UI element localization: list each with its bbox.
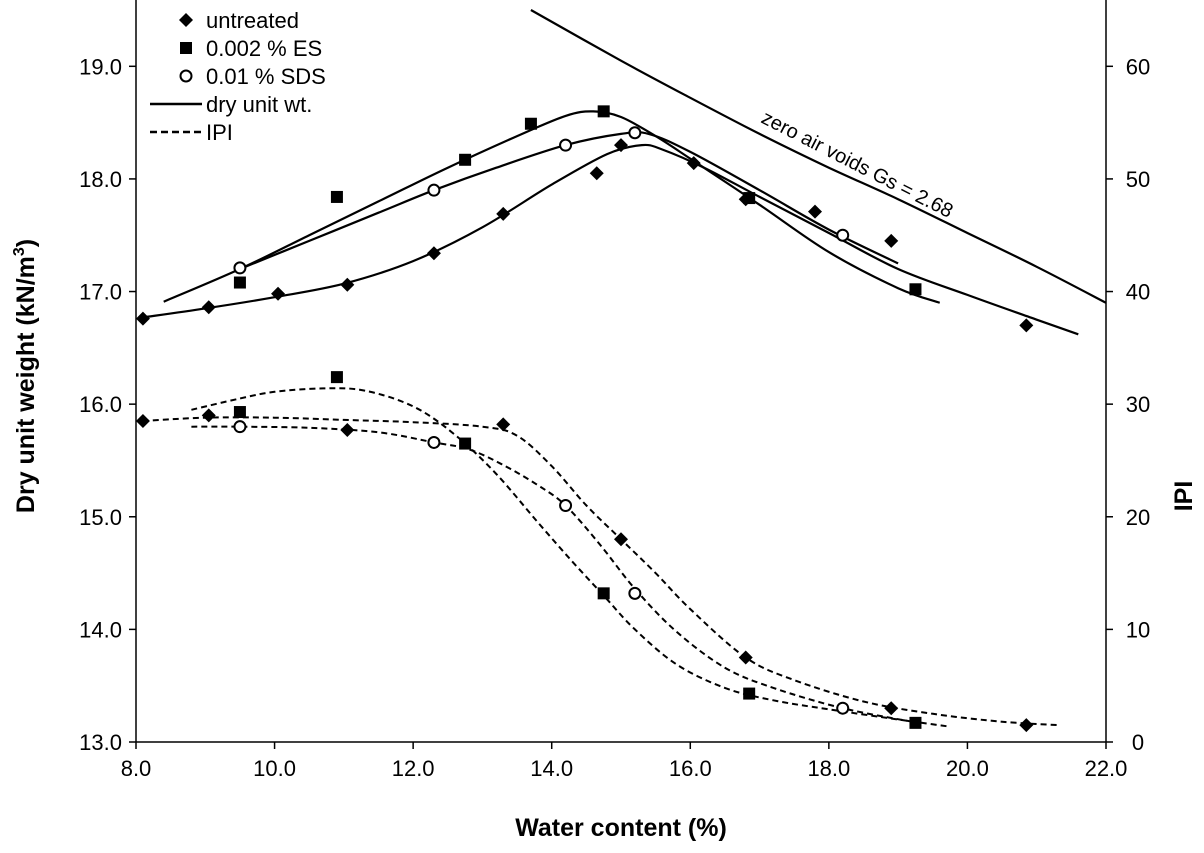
legend-label-es: 0.002 % ES: [206, 36, 322, 61]
data-point-square-ipi: [909, 716, 922, 729]
data-point-diamond-dry-unit-wt: [884, 233, 899, 248]
data-point-diamond-dry-unit-wt: [340, 277, 355, 292]
data-point-diamond-ipi: [1019, 718, 1034, 733]
y2-tick-label: 40: [1126, 280, 1150, 305]
dry-unit-wt-fit-curve-2: [239, 130, 899, 271]
legend: untreated 0.002 % ES 0.01 % SDS dry unit…: [150, 8, 326, 145]
data-point-circle-ipi: [559, 499, 573, 513]
legend-label-sds: 0.01 % SDS: [206, 64, 326, 89]
y-axis-title-close: ): [12, 239, 40, 247]
y2-tick-label: 30: [1126, 392, 1150, 417]
data-point-square-dry-unit-wt: [909, 283, 922, 296]
data-point-diamond-dry-unit-wt: [201, 300, 216, 315]
data-point-circle-ipi: [233, 420, 247, 434]
ipi-fit-curve-5: [191, 387, 947, 728]
data-point-circle-dry-unit-wt: [427, 183, 441, 197]
legend-symbol-circle: [179, 69, 193, 83]
data-point-diamond-dry-unit-wt: [614, 138, 628, 153]
y-tick-label: 19.0: [79, 54, 122, 79]
axes-layer: [135, 0, 1107, 743]
ipi-fit-curve-4: [142, 416, 1058, 727]
data-markers-layer: [135, 105, 1034, 733]
x-tick-label: 10.0: [253, 756, 296, 781]
data-point-diamond-ipi: [340, 423, 355, 438]
data-point-diamond-ipi: [496, 417, 511, 432]
data-point-circle-ipi: [836, 701, 850, 715]
y-tick-label: 15.0: [79, 505, 122, 530]
legend-symbol-square: [180, 42, 192, 54]
legend-symbols: [150, 13, 202, 134]
data-point-diamond-dry-unit-wt: [808, 204, 822, 219]
x-tick-label: 22.0: [1085, 756, 1128, 781]
legend-label-untreated: untreated: [206, 8, 299, 33]
fit-curves-layer: [142, 9, 1106, 728]
legend-label-ipi: IPI: [206, 120, 233, 145]
data-point-diamond-dry-unit-wt: [135, 311, 150, 326]
data-point-diamond-ipi: [135, 414, 150, 429]
y-axis-title-main: Dry unit weight (kN/m: [12, 256, 40, 513]
data-point-diamond-dry-unit-wt: [1019, 318, 1034, 333]
data-point-circle-ipi: [628, 586, 642, 600]
data-point-square-dry-unit-wt: [233, 276, 246, 289]
data-point-diamond-dry-unit-wt: [271, 286, 286, 301]
data-point-diamond-dry-unit-wt: [686, 156, 701, 171]
data-point-square-ipi: [459, 437, 472, 450]
data-point-square-dry-unit-wt: [459, 153, 472, 166]
data-point-square-ipi: [597, 587, 610, 600]
data-point-circle-ipi: [427, 435, 441, 449]
data-point-square-dry-unit-wt: [597, 105, 610, 118]
data-point-circle-dry-unit-wt: [628, 126, 642, 140]
dry-unit-wt-fit-curve-0: [142, 143, 1079, 336]
dry-unit-wt-fit-curve-1: [163, 110, 941, 304]
tick-labels-layer: 8.0 10.0 12.0 14.0 16.0 18.0 20.0 22.0 13.0 14.0 1…: [79, 54, 1150, 781]
y-axis-title-superscript: 3: [11, 247, 28, 256]
data-point-square-ipi: [743, 687, 756, 700]
y-tick-label: 17.0: [79, 280, 122, 305]
data-point-square-ipi: [233, 406, 246, 419]
legend-label-dry-unit-wt: dry unit wt.: [206, 92, 312, 117]
y2-tick-label: 10: [1126, 617, 1150, 642]
y2-tick-label: 60: [1126, 54, 1150, 79]
data-point-diamond-dry-unit-wt: [426, 246, 441, 261]
y-tick-label: 18.0: [79, 167, 122, 192]
x-tick-label: 16.0: [669, 756, 712, 781]
y-tick-label: 14.0: [79, 617, 122, 642]
y2-tick-label: 50: [1126, 167, 1150, 192]
data-point-square-ipi: [330, 371, 343, 384]
y2-tick-label: 20: [1126, 505, 1150, 530]
legend-symbol-diamond: [179, 13, 193, 27]
data-point-square-dry-unit-wt: [330, 190, 343, 203]
data-point-circle-dry-unit-wt: [559, 138, 573, 152]
y-axis-title: Dry unit weight (kN/m3): [11, 239, 40, 513]
zero-air-voids-line: [530, 9, 1106, 304]
data-point-diamond-ipi: [614, 532, 628, 547]
y-tick-label: 13.0: [79, 730, 122, 755]
ipi-fit-curve-6: [191, 425, 913, 723]
x-tick-label: 18.0: [807, 756, 850, 781]
x-tick-label: 20.0: [946, 756, 989, 781]
y-tick-label: 16.0: [79, 392, 122, 417]
data-point-diamond-ipi: [884, 701, 899, 716]
x-axis-title: Water content (%): [515, 814, 727, 842]
data-point-circle-dry-unit-wt: [233, 261, 247, 275]
y2-axis-title: IPI: [1170, 481, 1198, 512]
data-point-square-dry-unit-wt: [743, 192, 756, 205]
x-tick-label: 8.0: [121, 756, 152, 781]
y2-tick-label: 0: [1132, 730, 1144, 755]
data-point-square-dry-unit-wt: [524, 117, 537, 130]
x-tick-label: 14.0: [530, 756, 573, 781]
data-point-diamond-dry-unit-wt: [496, 206, 511, 221]
x-tick-label: 12.0: [392, 756, 435, 781]
data-point-diamond-ipi: [201, 408, 216, 423]
data-point-circle-dry-unit-wt: [836, 228, 850, 242]
data-point-diamond-dry-unit-wt: [589, 166, 604, 181]
data-point-diamond-ipi: [738, 650, 753, 665]
